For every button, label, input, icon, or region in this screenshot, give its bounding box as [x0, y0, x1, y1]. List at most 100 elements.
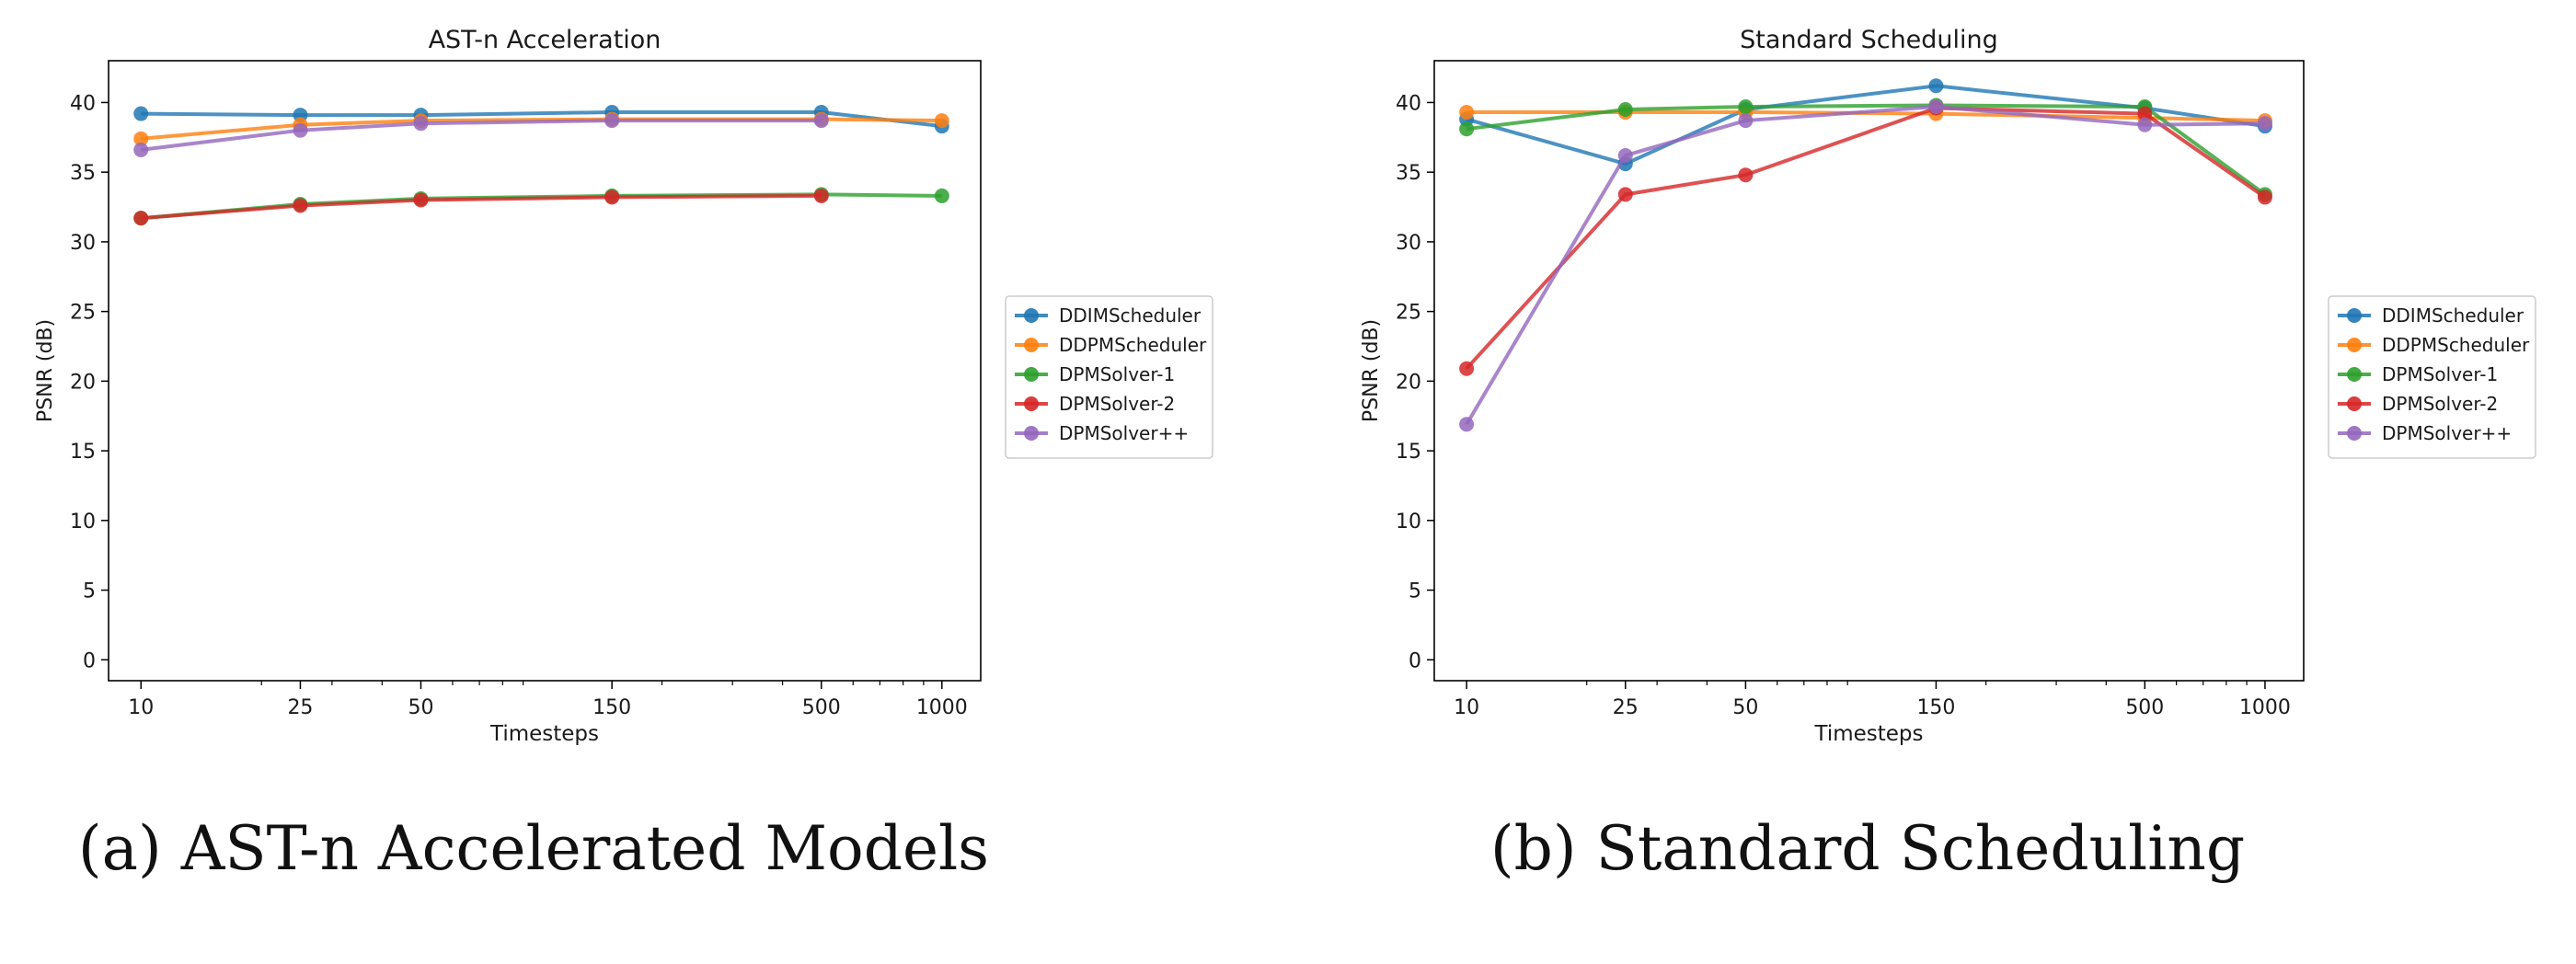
data-point-DPMSolver-2	[1459, 361, 1475, 376]
legend-marker	[2347, 367, 2362, 382]
data-point-DPMSolver++	[133, 142, 149, 157]
legend-marker	[1024, 367, 1039, 382]
data-point-DPMSolver-2	[2137, 106, 2153, 121]
plot-frame	[1433, 60, 2305, 682]
x-tick-label: 500	[2125, 696, 2164, 719]
y-tick-label: 5	[83, 580, 96, 603]
y-tick-label: 10	[1396, 511, 1421, 534]
legend-label: DDIMScheduler	[2382, 304, 2524, 327]
chart-panel-1: AST-n Acceleration 0 5 10 15 20 25 30 35 40 10 25 50…	[34, 26, 1213, 884]
x-axis-label: Timesteps	[1813, 722, 1923, 746]
y-tick-label: 0	[1409, 649, 1421, 672]
series-line-DDIMScheduler	[1466, 84, 2266, 166]
data-point-DPMSolver++	[1617, 147, 1633, 163]
x-tick-label: 50	[1732, 696, 1758, 719]
series-line-DDIMScheduler	[141, 110, 943, 129]
x-tick-label: 50	[408, 696, 433, 719]
series-line-DPMSolver-2	[141, 193, 822, 221]
data-point-DDIMScheduler	[1928, 78, 1944, 94]
data-point-DPMSolver++	[2257, 116, 2272, 132]
legend-marker	[2347, 396, 2362, 411]
data-point-DPMSolver++	[2137, 117, 2153, 132]
plot-frame	[108, 60, 982, 682]
legend-marker	[2347, 308, 2362, 323]
x-tick-label: 500	[802, 696, 841, 719]
y-tick-label: 25	[70, 302, 96, 325]
data-point-DPMSolver-2	[413, 192, 429, 208]
data-point-DPMSolver++	[813, 113, 829, 129]
figure-caption: (b) Standard Scheduling	[1490, 813, 2245, 884]
figure-caption: (a) AST-n Accelerated Models	[78, 813, 989, 884]
data-point-DPMSolver-2	[133, 211, 149, 226]
data-point-DDIMScheduler	[133, 106, 149, 121]
y-tick-label: 25	[1396, 302, 1421, 325]
chart-title: AST-n Acceleration	[429, 26, 661, 54]
legend-label: DPMSolver++	[1059, 422, 1189, 444]
legend-marker	[2347, 338, 2362, 352]
legend-label: DDIMScheduler	[1059, 304, 1202, 327]
legend-label: DPMSolver++	[2382, 422, 2512, 444]
legend-label: DPMSolver-2	[2382, 393, 2498, 415]
legend-label: DPMSolver-1	[2382, 363, 2498, 385]
data-point-DDPMScheduler	[934, 113, 949, 129]
series-line-DPMSolver++	[140, 119, 822, 152]
legend-marker	[1024, 396, 1039, 411]
y-tick-label: 15	[1396, 441, 1421, 464]
data-point-DDPMScheduler	[133, 131, 149, 146]
data-point-DPMSolver++	[413, 116, 429, 132]
data-point-DPMSolver-2	[1738, 167, 1754, 183]
data-point-DPMSolver-2	[293, 198, 308, 213]
legend-label: DDPMScheduler	[1059, 334, 1207, 356]
series-line-DPMSolver++	[1465, 105, 2265, 426]
x-tick-label: 1000	[2239, 696, 2291, 719]
legend-marker	[2347, 426, 2362, 441]
series-line-DPMSolver-1	[1466, 103, 2267, 197]
data-point-DPMSolver++	[604, 113, 620, 129]
legend-label: DPMSolver-2	[1059, 393, 1175, 415]
x-tick-label: 25	[287, 696, 313, 719]
y-axis-label: PSNR (dB)	[1360, 319, 1383, 422]
y-tick-label: 15	[70, 441, 96, 464]
legend-box	[2328, 295, 2536, 459]
x-tick-label: 25	[1613, 696, 1639, 719]
legend-box	[1005, 295, 1213, 459]
x-tick-label: 10	[1454, 696, 1479, 719]
legend-marker	[1024, 308, 1039, 323]
legend: DDIMScheduler DDPMScheduler DPMSolver-1 DPM…	[2328, 295, 2536, 459]
y-tick-label: 20	[70, 371, 96, 394]
x-tick-label: 150	[1916, 696, 1955, 719]
y-tick-label: 30	[1396, 232, 1421, 255]
y-tick-label: 40	[1396, 92, 1421, 115]
data-point-DPMSolver++	[1459, 417, 1475, 432]
data-point-DPMSolver-1	[1459, 121, 1475, 137]
y-axis-label: PSNR (dB)	[34, 319, 57, 422]
y-tick-label: 0	[83, 649, 96, 672]
data-point-DPMSolver-1	[1617, 102, 1633, 118]
legend-label: DDPMScheduler	[2382, 334, 2530, 356]
legend-marker	[1024, 338, 1039, 352]
data-point-DPMSolver-1	[934, 188, 949, 203]
series-line-DPMSolver-2	[1465, 106, 2267, 371]
data-point-DPMSolver-2	[2257, 189, 2272, 205]
legend: DDIMScheduler DDPMScheduler DPMSolver-1 DPM…	[1005, 295, 1213, 459]
chart-title: Standard Scheduling	[1740, 26, 1998, 54]
data-point-DDPMScheduler	[1459, 105, 1475, 120]
y-tick-label: 35	[70, 162, 96, 185]
x-axis-label: Timesteps	[489, 722, 599, 746]
data-point-DPMSolver-1	[1738, 98, 1754, 114]
legend-label: DPMSolver-1	[1059, 363, 1175, 385]
chart-panel-2: Standard Scheduling 0 5 10 15 20 25 30 35 40 10 25 5…	[1360, 26, 2536, 884]
data-point-DPMSolver++	[1738, 113, 1754, 129]
y-tick-label: 20	[1396, 371, 1421, 394]
y-tick-label: 5	[1409, 580, 1421, 603]
series-line-DDPMScheduler	[141, 117, 942, 141]
x-tick-label: 10	[128, 696, 154, 719]
y-tick-label: 30	[70, 232, 96, 255]
data-point-DPMSolver++	[293, 122, 308, 138]
legend-marker	[1024, 426, 1039, 441]
y-tick-label: 35	[1396, 162, 1421, 185]
y-tick-label: 40	[70, 92, 96, 115]
data-point-DPMSolver-2	[813, 188, 829, 203]
y-tick-label: 10	[70, 511, 96, 534]
